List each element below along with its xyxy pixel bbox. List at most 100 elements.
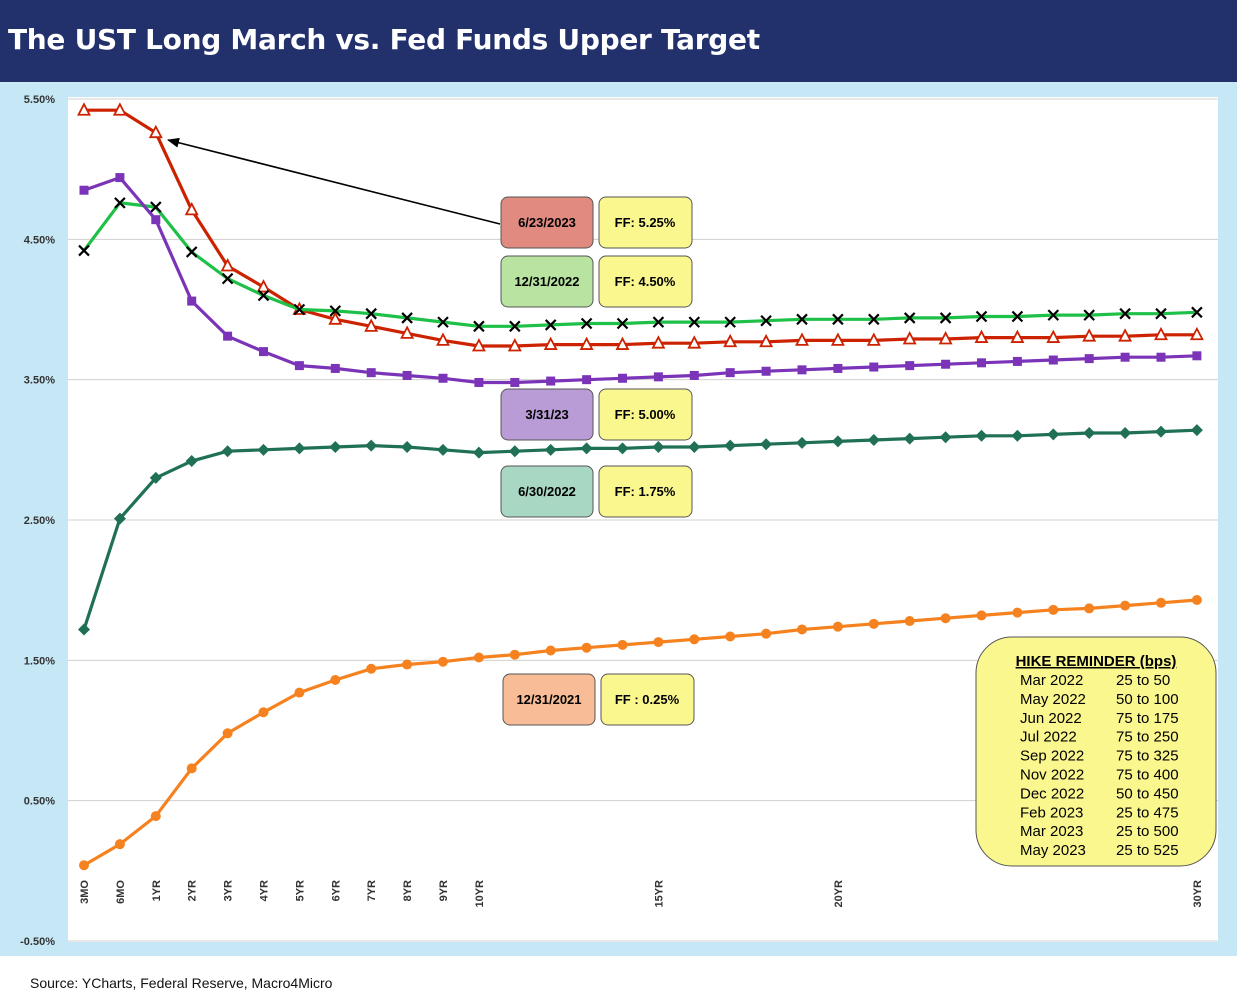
ff-box <box>598 196 693 249</box>
data-point <box>293 442 306 455</box>
x-tick-label: 30YR <box>1192 880 1204 908</box>
data-point <box>150 201 162 213</box>
data-point <box>796 313 808 326</box>
data-point <box>796 436 808 449</box>
ff-box <box>598 255 693 308</box>
hike-date: Feb 2023 <box>1020 804 1083 821</box>
data-point <box>797 365 807 375</box>
hike-date: Jun 2022 <box>1020 710 1082 727</box>
hike-amount: 75 to 400 <box>1116 767 1179 784</box>
data-point <box>400 325 415 339</box>
data-point <box>1047 428 1060 441</box>
data-point <box>186 763 197 774</box>
data-point <box>78 244 90 257</box>
y-tick-label: 0.50% <box>24 796 55 808</box>
data-point <box>1156 352 1166 362</box>
data-point <box>868 313 880 326</box>
data-point <box>1156 597 1166 608</box>
data-point <box>437 316 449 328</box>
data-point <box>438 373 448 383</box>
hike-amount: 75 to 250 <box>1116 729 1179 746</box>
data-point <box>366 368 376 378</box>
data-point <box>833 363 843 373</box>
hike-amount: 75 to 325 <box>1116 748 1179 765</box>
x-tick-label: 5YR <box>294 880 306 901</box>
x-tick-label: 8YR <box>402 880 414 901</box>
data-point <box>832 313 844 326</box>
hike-date: Nov 2022 <box>1020 767 1084 784</box>
data-point <box>257 443 270 456</box>
data-point <box>975 310 988 323</box>
data-point <box>866 332 881 346</box>
series-6-30-2022 <box>78 424 1203 636</box>
data-point <box>867 434 880 447</box>
data-point <box>114 197 126 209</box>
data-point <box>1048 604 1059 615</box>
data-point <box>1155 307 1167 320</box>
data-point <box>329 305 342 317</box>
hike-amount: 25 to 475 <box>1116 804 1179 821</box>
series-12-31-2022 <box>78 197 1203 333</box>
data-point <box>402 370 412 380</box>
data-point <box>222 728 233 739</box>
data-point <box>330 674 341 685</box>
data-point <box>112 102 127 116</box>
data-point <box>220 258 235 272</box>
data-point <box>507 338 522 352</box>
hike-reminder-bg <box>975 636 1217 867</box>
date-box <box>502 673 596 726</box>
date-label: 12/31/2022 <box>514 274 579 289</box>
series-label-boxes: 6/23/2023 FF: 5.25% 12/31/2022 FF: 4.50% 3/3… <box>500 196 695 726</box>
hike-date: Mar 2023 <box>1020 823 1083 840</box>
data-point <box>1119 307 1131 320</box>
data-point <box>581 642 592 653</box>
data-point <box>903 312 916 324</box>
data-point <box>617 639 628 650</box>
data-point <box>1120 600 1131 611</box>
hike-date: May 2022 <box>1020 691 1086 708</box>
data-point <box>546 376 556 386</box>
data-point <box>903 432 916 445</box>
data-point <box>185 455 198 468</box>
data-point <box>1119 426 1132 439</box>
data-point <box>438 656 448 667</box>
data-point <box>905 361 915 371</box>
data-point <box>1011 429 1024 442</box>
data-point <box>616 317 629 330</box>
data-point <box>869 362 879 372</box>
data-point <box>364 318 379 332</box>
data-point <box>902 331 917 345</box>
data-point <box>151 215 161 225</box>
data-point <box>113 512 126 525</box>
data-point <box>401 312 413 324</box>
date-box <box>500 196 594 249</box>
data-point <box>1046 329 1061 343</box>
data-point <box>689 634 700 645</box>
series-line <box>83 175 1197 385</box>
y-tick-label: 5.50% <box>24 94 55 106</box>
ff-box <box>598 465 693 518</box>
data-point <box>509 320 521 333</box>
label-box-6-23-2023: 6/23/2023 FF: 5.25% <box>500 196 693 249</box>
ff-label: FF: 5.00% <box>615 407 676 422</box>
data-point <box>868 618 879 629</box>
data-point <box>582 375 592 385</box>
data-point <box>293 303 306 316</box>
data-point <box>689 370 699 380</box>
series-line <box>82 428 1197 630</box>
label-box-12-31-2021: 12/31/2021 FF : 0.25% <box>502 673 695 726</box>
x-tick-label: 3MO <box>79 880 91 904</box>
data-point <box>580 317 593 330</box>
series-6-23-2023 <box>77 102 1204 352</box>
x-tick-label: 9YR <box>438 880 450 901</box>
data-point <box>1012 356 1022 366</box>
data-point <box>761 628 772 639</box>
x-tick-label: 3YR <box>223 880 235 901</box>
data-point <box>365 307 377 320</box>
x-tick-label: 7YR <box>366 880 378 901</box>
date-label: 6/23/2023 <box>518 215 576 230</box>
data-point <box>760 438 773 451</box>
y-tick-label: 4.50% <box>24 234 55 246</box>
data-point <box>976 610 987 621</box>
title-bar: The UST Long March vs. Fed Funds Upper T… <box>0 0 1237 84</box>
